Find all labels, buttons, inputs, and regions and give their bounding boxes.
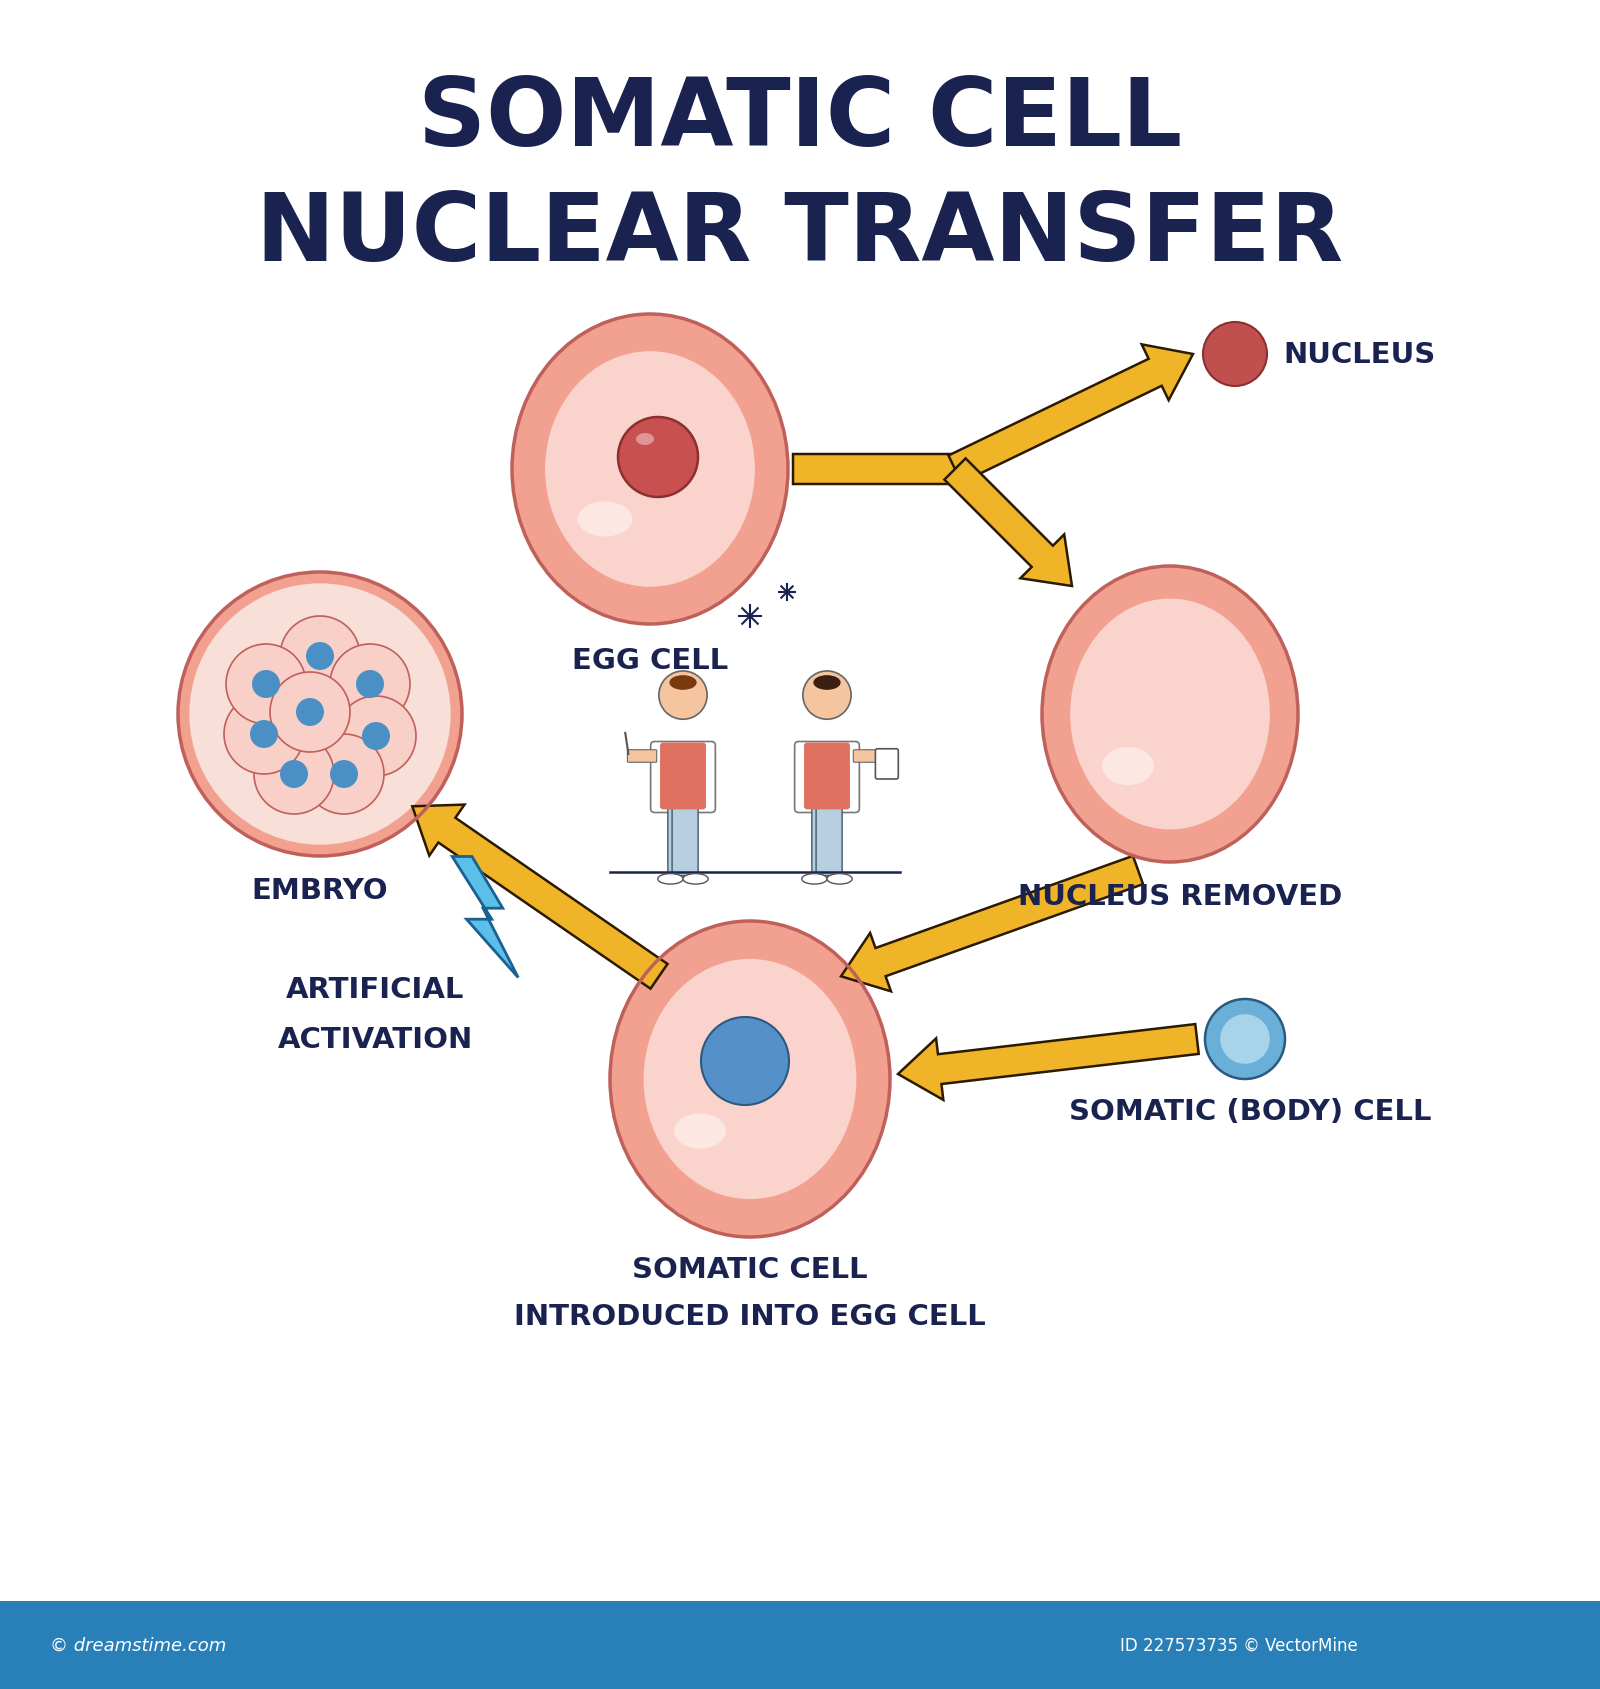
Circle shape xyxy=(330,760,358,789)
Circle shape xyxy=(1203,323,1267,387)
Text: EMBRYO: EMBRYO xyxy=(251,877,389,905)
Ellipse shape xyxy=(254,735,334,814)
FancyBboxPatch shape xyxy=(795,741,859,812)
Circle shape xyxy=(1221,1015,1270,1064)
Polygon shape xyxy=(453,856,518,978)
FancyBboxPatch shape xyxy=(853,750,883,763)
Circle shape xyxy=(803,672,851,720)
Circle shape xyxy=(253,671,280,699)
Text: ACTIVATION: ACTIVATION xyxy=(277,1025,472,1054)
Circle shape xyxy=(250,721,278,748)
Text: ARTIFICIAL: ARTIFICIAL xyxy=(286,976,464,1003)
Text: EGG CELL: EGG CELL xyxy=(571,647,728,674)
Polygon shape xyxy=(898,1025,1198,1100)
Ellipse shape xyxy=(610,922,890,1238)
Circle shape xyxy=(189,584,451,844)
FancyBboxPatch shape xyxy=(816,804,842,877)
Polygon shape xyxy=(949,345,1194,483)
FancyBboxPatch shape xyxy=(672,750,693,804)
Ellipse shape xyxy=(546,351,755,588)
Text: SOMATIC CELL: SOMATIC CELL xyxy=(632,1255,867,1284)
Text: © dreamstime.com: © dreamstime.com xyxy=(50,1637,226,1654)
Circle shape xyxy=(1205,1000,1285,1079)
FancyBboxPatch shape xyxy=(805,743,850,811)
Ellipse shape xyxy=(226,645,306,725)
Ellipse shape xyxy=(330,645,410,725)
Text: NUCLEUS REMOVED: NUCLEUS REMOVED xyxy=(1018,882,1342,910)
Polygon shape xyxy=(944,459,1072,586)
Ellipse shape xyxy=(336,696,416,777)
Ellipse shape xyxy=(813,676,840,691)
Text: INTRODUCED INTO EGG CELL: INTRODUCED INTO EGG CELL xyxy=(514,1302,986,1331)
FancyBboxPatch shape xyxy=(667,804,694,877)
Ellipse shape xyxy=(802,875,827,885)
FancyBboxPatch shape xyxy=(811,804,838,877)
FancyBboxPatch shape xyxy=(816,750,837,804)
Circle shape xyxy=(362,723,390,750)
Ellipse shape xyxy=(658,875,683,885)
Polygon shape xyxy=(842,856,1142,991)
FancyBboxPatch shape xyxy=(627,750,656,763)
Circle shape xyxy=(296,699,325,726)
Ellipse shape xyxy=(637,434,654,446)
FancyBboxPatch shape xyxy=(672,804,698,877)
Text: SOMATIC CELL: SOMATIC CELL xyxy=(418,74,1182,166)
FancyBboxPatch shape xyxy=(661,743,706,811)
Text: SOMATIC (BODY) CELL: SOMATIC (BODY) CELL xyxy=(1069,1098,1432,1125)
Text: NUCLEAR TRANSFER: NUCLEAR TRANSFER xyxy=(256,189,1344,280)
Ellipse shape xyxy=(280,616,360,696)
Ellipse shape xyxy=(224,694,304,775)
Text: NUCLEUS: NUCLEUS xyxy=(1283,341,1435,368)
Circle shape xyxy=(280,760,309,789)
Circle shape xyxy=(178,573,462,856)
Polygon shape xyxy=(413,806,667,990)
Ellipse shape xyxy=(578,502,632,537)
Circle shape xyxy=(357,671,384,699)
Ellipse shape xyxy=(1102,748,1154,785)
Ellipse shape xyxy=(512,314,787,625)
Ellipse shape xyxy=(304,735,384,814)
Ellipse shape xyxy=(827,875,853,885)
Polygon shape xyxy=(794,454,957,485)
Circle shape xyxy=(618,417,698,498)
Ellipse shape xyxy=(1070,600,1270,829)
FancyBboxPatch shape xyxy=(875,750,898,780)
Ellipse shape xyxy=(270,672,350,753)
FancyBboxPatch shape xyxy=(0,1601,1600,1689)
Ellipse shape xyxy=(674,1113,726,1149)
Text: ID 227573735 © VectorMine: ID 227573735 © VectorMine xyxy=(1120,1637,1358,1654)
Circle shape xyxy=(701,1017,789,1105)
Ellipse shape xyxy=(643,959,856,1199)
Circle shape xyxy=(306,642,334,671)
Ellipse shape xyxy=(683,875,709,885)
Ellipse shape xyxy=(669,676,696,691)
FancyBboxPatch shape xyxy=(651,741,715,812)
Ellipse shape xyxy=(1042,568,1298,863)
Circle shape xyxy=(659,672,707,720)
